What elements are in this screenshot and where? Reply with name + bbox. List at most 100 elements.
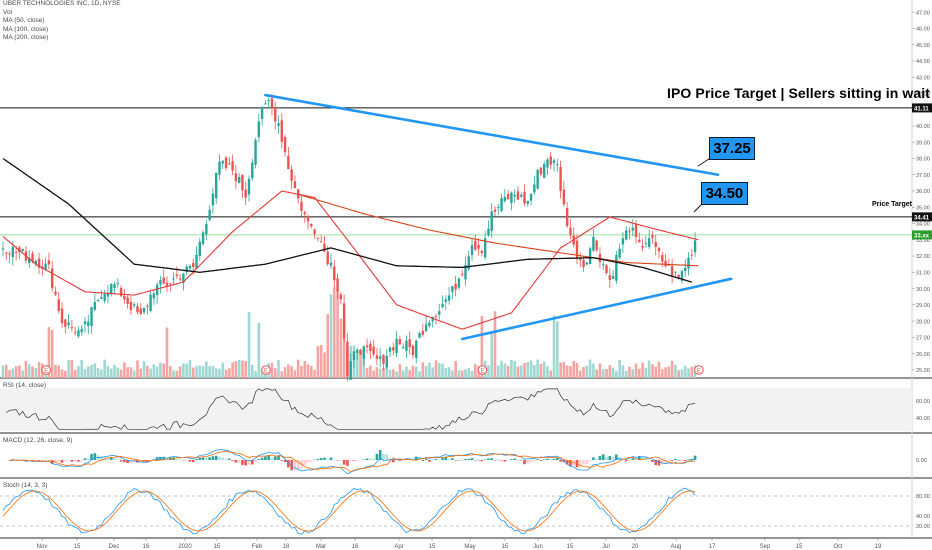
- volume-bar: [592, 363, 595, 378]
- macd-histogram-bar: [277, 455, 280, 460]
- macd-histogram-bar: [588, 460, 592, 462]
- ma100-line: [2, 157, 692, 283]
- candle-body: [346, 341, 349, 376]
- volume-bar: [103, 359, 106, 378]
- volume-bar: [310, 365, 313, 378]
- price-tick-label: 29.00: [916, 303, 930, 309]
- volume-bar: [93, 363, 97, 378]
- macd-histogram-bar: [64, 460, 67, 462]
- volume-bar: [447, 367, 451, 378]
- price-tick-label: 46.00: [916, 27, 930, 33]
- candle-body: [634, 224, 638, 237]
- macd-histogram-bar: [198, 458, 202, 460]
- candle-body: [303, 212, 306, 215]
- macd-histogram-bar: [670, 460, 674, 462]
- volume-bar: [365, 368, 369, 378]
- price-tag-lower-bg: [912, 212, 932, 222]
- macd-histogram-bar: [660, 460, 664, 465]
- price-tick-label: 35.00: [916, 205, 930, 211]
- candle-body: [444, 299, 447, 302]
- macd-histogram-bar: [431, 459, 434, 461]
- candle-body: [8, 253, 11, 255]
- candle-body: [401, 347, 405, 349]
- candle-body: [365, 345, 369, 348]
- volume-bar: [21, 370, 24, 378]
- price-tick-label: 42.00: [916, 92, 930, 98]
- candle-body: [379, 356, 382, 359]
- volume-bar: [546, 366, 549, 378]
- candle-body: [51, 268, 54, 289]
- volume-bar: [205, 361, 208, 378]
- candle-body: [155, 284, 159, 296]
- candle-body: [385, 355, 388, 368]
- volume-bar: [362, 354, 366, 378]
- macd-histogram-bar: [378, 449, 382, 460]
- macd-histogram-bar: [585, 460, 589, 465]
- price-tick-label: 44.00: [916, 59, 930, 65]
- candle-body: [493, 209, 497, 212]
- macd-histogram-bar: [329, 457, 333, 460]
- price-tick-label: 43.00: [916, 75, 930, 81]
- volume-bar: [234, 361, 238, 378]
- macd-histogram-bar: [106, 457, 110, 460]
- candle-body: [680, 271, 684, 281]
- candle-body: [684, 267, 687, 272]
- candle-body: [644, 242, 648, 244]
- macd-histogram-bar: [34, 460, 38, 461]
- candle-body: [195, 254, 198, 269]
- volume-bar: [257, 322, 261, 378]
- macd-histogram-bar: [657, 460, 661, 466]
- volume-bar: [451, 370, 454, 378]
- macd-histogram-bar: [178, 459, 182, 460]
- time-tick-label: 17: [709, 544, 716, 550]
- candle-body: [464, 265, 467, 280]
- candle-body: [37, 258, 41, 268]
- candle-body: [254, 140, 257, 165]
- candle-body: [654, 241, 657, 248]
- macd-histogram-bar: [195, 458, 198, 460]
- candle-body: [529, 194, 533, 201]
- macd-histogram-bar: [536, 459, 539, 460]
- macd-histogram-bar: [401, 460, 405, 461]
- price-tick-label: 28.00: [916, 319, 930, 325]
- macd-histogram-bar: [454, 460, 457, 461]
- macd-histogram-bar: [529, 460, 533, 462]
- candle-body: [506, 193, 510, 200]
- macd-histogram-bar: [214, 455, 218, 460]
- volume-bar: [687, 368, 690, 378]
- volume-bar: [460, 370, 464, 378]
- macd-histogram-bar: [510, 459, 513, 460]
- macd-histogram-bar: [641, 456, 644, 460]
- macd-histogram-bar: [273, 456, 277, 460]
- candle-body: [96, 300, 100, 302]
- candle-body: [372, 346, 375, 355]
- volume-bar: [382, 367, 385, 378]
- candle-body: [251, 162, 254, 179]
- candle-body: [579, 258, 582, 261]
- volume-bar: [578, 370, 582, 378]
- candle-body: [28, 257, 31, 264]
- candle-body: [339, 294, 343, 300]
- macd-histogram-bar: [247, 460, 251, 465]
- macd-histogram-bar: [228, 458, 231, 460]
- candle-body: [270, 98, 274, 109]
- volume-bar: [454, 360, 457, 378]
- candle-body: [224, 157, 228, 169]
- candle-body: [539, 167, 543, 175]
- candle-body: [415, 340, 418, 358]
- time-tick-label: Jun: [533, 544, 543, 550]
- macd-histogram-bar: [73, 460, 77, 462]
- macd-histogram-bar: [60, 460, 64, 463]
- time-tick-label: Dec: [109, 544, 120, 550]
- macd-histogram-bar: [224, 458, 228, 460]
- macd-histogram-bar: [664, 460, 667, 464]
- macd-histogram-bar: [310, 460, 313, 462]
- time-tick-label: Apr: [394, 544, 403, 550]
- volume-bar: [250, 364, 254, 378]
- candle-body: [352, 351, 356, 361]
- volume-bar: [80, 360, 84, 378]
- ma200-line: [298, 193, 699, 267]
- volume-bar: [529, 360, 533, 378]
- macd-histogram-bar: [470, 458, 474, 460]
